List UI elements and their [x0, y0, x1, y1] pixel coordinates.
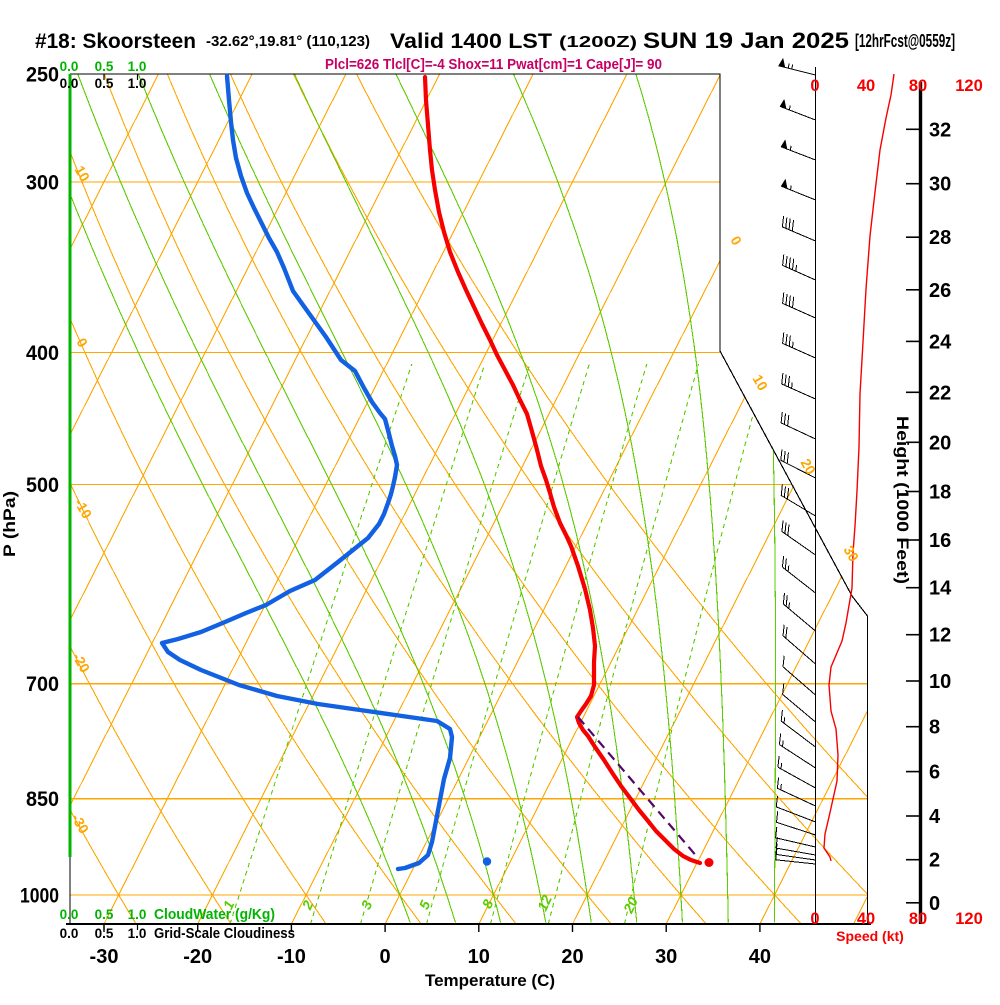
svg-text:300: 300	[26, 170, 59, 194]
svg-text:80: 80	[909, 77, 927, 95]
svg-text:32: 32	[929, 119, 951, 141]
svg-text:6: 6	[929, 762, 940, 784]
svg-text:0.0: 0.0	[60, 59, 79, 74]
svg-text:Height (1000 Feet): Height (1000 Feet)	[893, 416, 912, 584]
svg-text:[12hrFcst@0559z]: [12hrFcst@0559z]	[855, 30, 955, 51]
svg-text:0.0: 0.0	[60, 907, 79, 922]
svg-text:0: 0	[810, 77, 819, 95]
svg-text:20: 20	[798, 456, 820, 478]
svg-text:0.5: 0.5	[95, 926, 114, 941]
svg-text:10: 10	[929, 671, 951, 693]
svg-text:14: 14	[929, 578, 952, 600]
svg-text:10: 10	[72, 163, 94, 185]
svg-text:2: 2	[929, 850, 940, 872]
svg-text:120: 120	[955, 910, 983, 928]
svg-text:30: 30	[929, 174, 951, 196]
svg-text:8: 8	[929, 717, 940, 739]
svg-text:1.0: 1.0	[128, 907, 147, 922]
svg-text:0: 0	[810, 910, 819, 928]
svg-text:10: 10	[750, 372, 772, 394]
svg-text:Grid-Scale Cloudiness: Grid-Scale Cloudiness	[154, 926, 295, 942]
svg-text:SUN 19 Jan 2025: SUN 19 Jan 2025	[643, 28, 849, 53]
svg-text:500: 500	[26, 473, 59, 497]
svg-text:Plcl=626 Tlcl[C]=-4 Shox=11 Pw: Plcl=626 Tlcl[C]=-4 Shox=11 Pwat[cm]=1 C…	[325, 57, 662, 73]
svg-text:P (hPa): P (hPa)	[0, 491, 19, 557]
svg-text:(1200Z): (1200Z)	[559, 34, 637, 51]
svg-text:0.5: 0.5	[95, 59, 114, 74]
svg-text:-30: -30	[90, 946, 119, 968]
svg-text:-20: -20	[183, 946, 212, 968]
svg-text:40: 40	[857, 910, 875, 928]
svg-text:120: 120	[955, 77, 983, 95]
svg-text:Speed (kt): Speed (kt)	[836, 928, 904, 944]
svg-text:Valid 1400 LST: Valid 1400 LST	[390, 30, 552, 53]
svg-text:CloudWater (g/Kg): CloudWater (g/Kg)	[154, 907, 275, 923]
svg-text:0.5: 0.5	[95, 76, 114, 91]
svg-text:22: 22	[929, 382, 951, 404]
svg-text:12: 12	[534, 892, 555, 913]
svg-text:0.5: 0.5	[95, 907, 114, 922]
svg-text:#18: Skoorsteen: #18: Skoorsteen	[35, 30, 196, 53]
svg-text:20: 20	[620, 894, 642, 916]
svg-text:1.0: 1.0	[128, 76, 147, 91]
svg-text:250: 250	[26, 63, 59, 87]
svg-text:Temperature (C): Temperature (C)	[425, 971, 555, 990]
svg-text:1000: 1000	[20, 883, 59, 907]
svg-text:80: 80	[909, 910, 927, 928]
svg-text:850: 850	[26, 787, 59, 811]
svg-text:4: 4	[929, 806, 941, 828]
svg-text:18: 18	[929, 482, 951, 504]
svg-text:30: 30	[655, 946, 677, 968]
svg-text:0.0: 0.0	[60, 76, 79, 91]
svg-text:16: 16	[929, 530, 951, 552]
svg-text:1.0: 1.0	[128, 59, 147, 74]
svg-text:40: 40	[857, 77, 875, 95]
svg-text:0: 0	[380, 946, 391, 968]
svg-text:40: 40	[749, 946, 771, 968]
svg-text:26: 26	[929, 280, 951, 302]
svg-text:12: 12	[929, 625, 951, 647]
svg-text:-32.62°,19.81° (110,123): -32.62°,19.81° (110,123)	[206, 34, 370, 50]
svg-text:20: 20	[561, 946, 583, 968]
svg-text:400: 400	[26, 341, 59, 365]
svg-text:30: 30	[841, 543, 863, 565]
svg-text:24: 24	[929, 331, 952, 353]
svg-text:0.0: 0.0	[60, 926, 79, 941]
svg-text:-10: -10	[277, 946, 306, 968]
svg-text:20: 20	[929, 432, 951, 454]
svg-text:0: 0	[929, 893, 940, 915]
svg-text:28: 28	[929, 227, 951, 249]
svg-text:1.0: 1.0	[128, 926, 147, 941]
svg-text:10: 10	[468, 946, 490, 968]
svg-text:700: 700	[26, 672, 59, 696]
